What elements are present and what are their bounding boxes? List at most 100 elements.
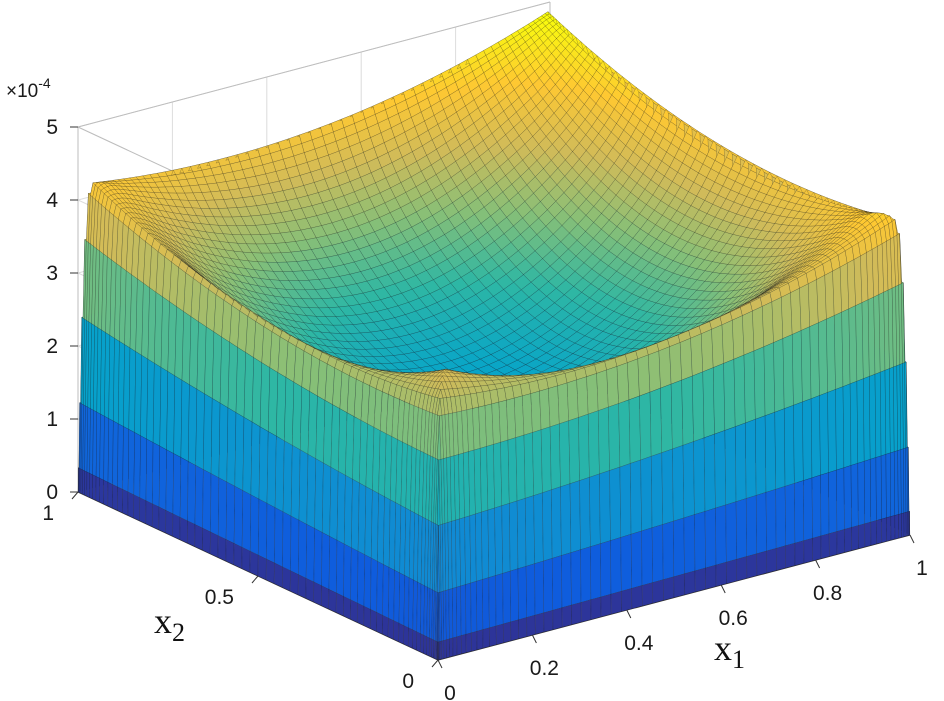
surface-patch (217, 535, 227, 562)
surface-patch (735, 422, 747, 502)
surface-patch (233, 543, 243, 569)
surface-patch (159, 366, 168, 450)
surface-patch (827, 389, 837, 473)
surface-patch (609, 466, 621, 541)
surface-patch (723, 358, 736, 431)
surface-patch (382, 564, 390, 619)
surface-patch (370, 609, 377, 632)
surface-patch (107, 481, 113, 509)
z-tick-label: 1 (46, 408, 58, 431)
x1-tick-mark (626, 609, 632, 619)
surface-patch (202, 527, 211, 554)
surface-patch (732, 315, 745, 360)
surface-patch (590, 543, 602, 600)
surface-patch (179, 457, 189, 521)
surface-patch (107, 418, 114, 485)
surface-patch (449, 637, 454, 658)
surface-patch (561, 552, 572, 608)
surface-patch (412, 629, 417, 651)
surface-patch (864, 521, 872, 548)
surface-patch (692, 371, 705, 442)
surface-patch (517, 566, 527, 621)
x1-axis-label: x1 (714, 628, 745, 674)
surface-patch (486, 444, 495, 511)
surface-patch (145, 438, 154, 504)
surface-patch (540, 426, 552, 494)
axis-box-edge (77, 1, 551, 128)
surface-patch (834, 311, 844, 390)
surface-patch (755, 415, 767, 496)
surface-patch (570, 549, 582, 606)
surface-patch (258, 498, 268, 560)
surface-patch (568, 417, 580, 484)
surface-patch (586, 373, 599, 415)
surface-patch (322, 462, 332, 537)
surface-patch (784, 483, 796, 546)
surface-patch (328, 589, 337, 613)
surface-patch (403, 575, 410, 628)
surface-patch (502, 570, 511, 625)
surface-patch (771, 297, 784, 343)
surface-patch (117, 486, 123, 513)
surface-patch (714, 430, 726, 509)
surface-patch (336, 470, 346, 545)
surface-patch (471, 631, 478, 652)
surface-patch (357, 602, 365, 626)
surface-patch (350, 547, 359, 604)
surface-patch (336, 539, 345, 597)
z-tick-label: 2 (46, 335, 58, 358)
surface-patch (95, 476, 100, 503)
surface-patch (165, 510, 174, 537)
surface-patch (388, 567, 395, 621)
x1-tick-label: 0.6 (719, 607, 748, 630)
surface-patch (702, 367, 715, 439)
x1-tick-label: 0 (444, 682, 456, 701)
surface-patch (139, 497, 147, 524)
surface-patch (765, 489, 777, 552)
surface-patch (566, 379, 579, 421)
surface-patch (552, 607, 563, 630)
surface-patch (672, 445, 685, 522)
surface-patch (641, 527, 653, 586)
surface-patch (507, 437, 518, 504)
x2-tick-label: 0 (402, 670, 414, 693)
surface-patch (350, 599, 358, 623)
surface-patch (661, 448, 674, 525)
surface-patch (640, 456, 653, 532)
surface-patch (658, 346, 672, 389)
surface-patch (241, 490, 252, 552)
surface-patch (218, 402, 229, 483)
surface-patch (495, 573, 504, 627)
surface-patch (764, 411, 776, 493)
z-tick-label: 3 (46, 262, 58, 285)
surface-patch (742, 310, 755, 356)
surface-patch (713, 363, 726, 435)
surface-patch (145, 500, 153, 527)
surface-patch (715, 561, 727, 587)
surface-patch (651, 524, 664, 583)
surface-patch (282, 440, 293, 517)
surface-patch (610, 591, 622, 615)
surface-patch (820, 472, 830, 537)
surface-patch (210, 397, 221, 478)
surface-patch (631, 585, 643, 609)
surface-patch (495, 623, 504, 645)
surface-patch (652, 579, 664, 604)
surface-patch (298, 519, 307, 579)
surface-patch (257, 554, 267, 581)
surface-patch (606, 366, 619, 408)
surface-patch (694, 511, 706, 572)
surface-patch (773, 338, 785, 413)
surface-patch (103, 479, 109, 507)
surface-patch (482, 577, 490, 630)
surface-patch (576, 376, 589, 418)
surface-patch (763, 342, 775, 416)
surface-patch (313, 581, 322, 606)
surface-patch (746, 553, 758, 579)
surface-patch (790, 287, 802, 335)
surface-patch (234, 412, 245, 491)
surface-patch (305, 524, 315, 583)
x2-tick-mark (431, 659, 439, 668)
surface-patch (84, 470, 88, 497)
surface-patch (836, 467, 845, 532)
